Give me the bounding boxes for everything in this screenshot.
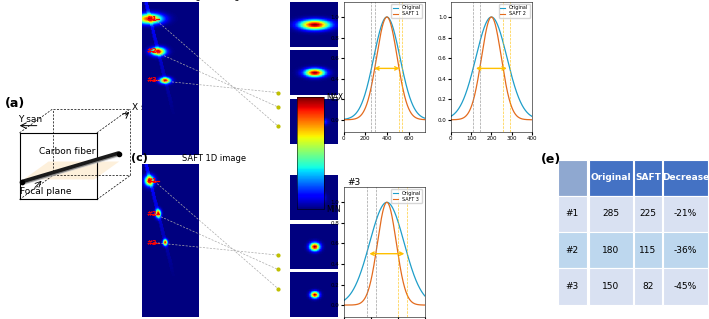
- Text: #3: #3: [147, 77, 157, 83]
- Text: #2: #2: [147, 211, 157, 217]
- FancyBboxPatch shape: [588, 269, 632, 305]
- Title: Original image: Original image: [183, 0, 245, 1]
- FancyBboxPatch shape: [588, 160, 632, 196]
- Legend: Original, SAFT 2: Original, SAFT 2: [498, 4, 530, 18]
- Text: (a): (a): [5, 97, 25, 110]
- Text: #2: #2: [147, 48, 157, 55]
- Text: 180: 180: [602, 246, 619, 255]
- Text: #2: #2: [566, 246, 579, 255]
- Text: #1: #1: [347, 0, 360, 2]
- Text: 285: 285: [602, 210, 619, 219]
- Text: 150: 150: [602, 282, 619, 291]
- Text: Original: Original: [591, 173, 631, 182]
- Text: (c): (c): [131, 152, 147, 163]
- Text: MIN: MIN: [326, 204, 341, 214]
- FancyBboxPatch shape: [664, 196, 708, 232]
- Legend: Original, SAFT 1: Original, SAFT 1: [391, 4, 423, 18]
- Text: Decrease: Decrease: [661, 173, 709, 182]
- Text: #1: #1: [147, 16, 157, 22]
- FancyBboxPatch shape: [588, 232, 632, 269]
- FancyBboxPatch shape: [558, 160, 587, 196]
- Text: #1: #1: [147, 178, 157, 184]
- FancyBboxPatch shape: [664, 232, 708, 269]
- FancyBboxPatch shape: [635, 196, 661, 232]
- Text: #2: #2: [454, 0, 467, 2]
- Text: -36%: -36%: [674, 246, 697, 255]
- Text: -45%: -45%: [674, 282, 697, 291]
- Text: (e): (e): [541, 153, 561, 166]
- Legend: Original, SAFT 3: Original, SAFT 3: [391, 189, 423, 203]
- Title: SAFT 1D image: SAFT 1D image: [182, 154, 245, 163]
- Text: #3: #3: [566, 282, 579, 291]
- FancyBboxPatch shape: [558, 232, 587, 269]
- FancyBboxPatch shape: [558, 269, 587, 305]
- Text: #1: #1: [566, 210, 579, 219]
- FancyBboxPatch shape: [664, 269, 708, 305]
- Text: #3: #3: [147, 240, 157, 246]
- Polygon shape: [23, 161, 119, 180]
- Text: Carbon fiber: Carbon fiber: [39, 147, 95, 156]
- FancyBboxPatch shape: [635, 269, 661, 305]
- Text: 225: 225: [640, 210, 657, 219]
- Text: #3: #3: [347, 178, 360, 187]
- FancyBboxPatch shape: [635, 160, 661, 196]
- Text: SAFT: SAFT: [635, 173, 661, 182]
- FancyBboxPatch shape: [664, 160, 708, 196]
- FancyBboxPatch shape: [635, 232, 661, 269]
- Text: X san: X san: [132, 103, 157, 112]
- Text: 82: 82: [642, 282, 654, 291]
- Text: MAX: MAX: [326, 93, 343, 102]
- Text: -21%: -21%: [674, 210, 697, 219]
- FancyBboxPatch shape: [588, 196, 632, 232]
- FancyBboxPatch shape: [558, 196, 587, 232]
- Text: Focal plane: Focal plane: [20, 187, 71, 196]
- Text: 115: 115: [640, 246, 657, 255]
- Text: Y san: Y san: [18, 115, 43, 124]
